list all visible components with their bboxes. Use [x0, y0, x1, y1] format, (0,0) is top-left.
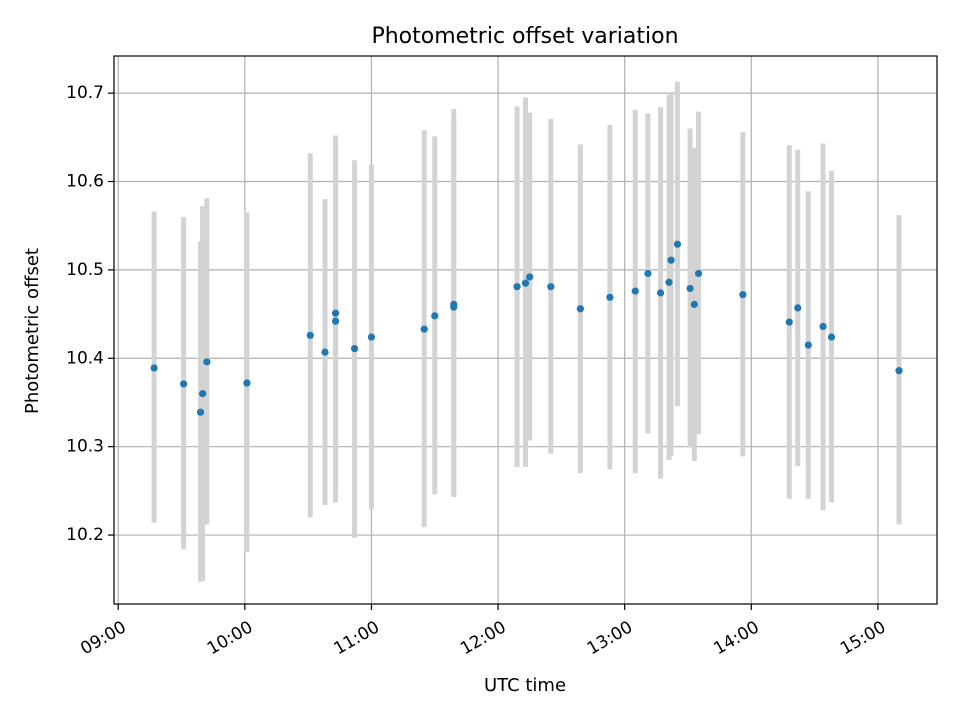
- data-point: [794, 304, 802, 312]
- data-point: [673, 240, 682, 248]
- data-point: [606, 293, 614, 301]
- data-point: [203, 358, 211, 366]
- data-point: [180, 380, 188, 388]
- data-point: [631, 287, 639, 295]
- data-point: [785, 318, 793, 326]
- data-point: [656, 289, 665, 297]
- data-points: [150, 240, 903, 416]
- data-point: [665, 278, 673, 286]
- data-point: [576, 305, 584, 313]
- data-point: [526, 273, 534, 281]
- data-point: [819, 322, 827, 331]
- data-point: [199, 390, 207, 398]
- y-tick-label: 10.4: [66, 348, 104, 368]
- y-axis-label: Photometric offset: [22, 248, 43, 414]
- y-axis-ticks: 10.2 10.3 10.4 10.5 10.6 10.7: [66, 83, 114, 545]
- data-point: [350, 344, 359, 353]
- data-point: [450, 303, 458, 311]
- data-point: [686, 284, 694, 293]
- data-point: [196, 408, 205, 416]
- plot-area-frame: [113, 55, 938, 605]
- data-point: [420, 325, 428, 333]
- y-tick-label: 10.6: [66, 172, 104, 192]
- data-point: [150, 364, 158, 372]
- data-point: [306, 331, 314, 339]
- data-point: [694, 269, 703, 278]
- x-axis-label: UTC time: [484, 675, 566, 696]
- data-point: [321, 348, 329, 356]
- y-tick-label: 10.5: [66, 260, 104, 280]
- data-point: [243, 379, 251, 387]
- data-point: [521, 279, 530, 287]
- data-point: [513, 283, 521, 291]
- data-point: [827, 333, 836, 341]
- data-point: [331, 309, 340, 317]
- data-point: [367, 333, 376, 341]
- data-point: [547, 283, 555, 291]
- data-point: [739, 291, 747, 299]
- data-point: [331, 317, 340, 325]
- data-point: [644, 269, 652, 278]
- y-tick-label: 10.3: [66, 437, 104, 457]
- data-point: [667, 256, 675, 264]
- data-point: [804, 341, 812, 349]
- y-tick-label: 10.2: [66, 525, 104, 545]
- data-point: [690, 300, 698, 308]
- y-tick-label: 10.7: [66, 83, 104, 103]
- chart-title: Photometric offset variation: [371, 24, 678, 49]
- data-point: [431, 312, 439, 320]
- data-point: [895, 367, 903, 375]
